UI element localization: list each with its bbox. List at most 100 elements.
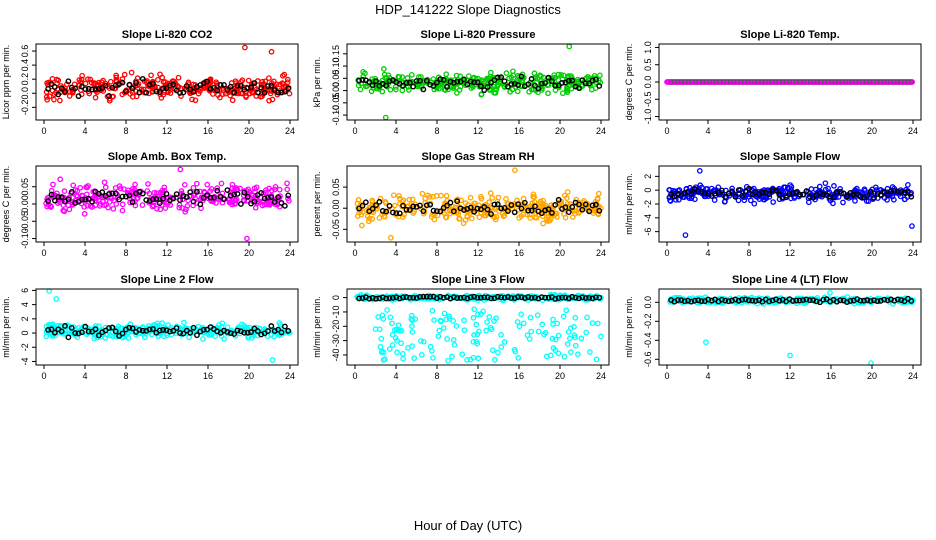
data-point xyxy=(106,85,113,92)
mean-point xyxy=(89,86,95,93)
mean-point xyxy=(538,80,545,87)
mean-point xyxy=(545,74,552,81)
mean-point xyxy=(579,294,586,301)
data-point xyxy=(457,73,464,80)
x-tick-label: 16 xyxy=(203,126,213,136)
y-tick-label: -0.05 xyxy=(331,219,341,240)
data-point xyxy=(444,336,450,342)
data-point xyxy=(411,355,417,362)
mean-point xyxy=(254,89,261,96)
data-point xyxy=(763,195,770,201)
data-point xyxy=(105,204,111,211)
data-point xyxy=(99,327,106,333)
data-point xyxy=(72,197,79,204)
mean-point xyxy=(241,329,248,336)
mean-point xyxy=(413,78,420,84)
mean-point xyxy=(596,294,603,301)
x-tick-label: 4 xyxy=(393,126,398,136)
mean-point xyxy=(849,79,855,85)
data-point xyxy=(535,328,542,335)
data-point xyxy=(399,74,406,80)
data-point xyxy=(284,180,290,187)
mean-point xyxy=(592,294,599,301)
x-tick-label: 16 xyxy=(826,248,836,258)
panel-y-axis-label: ml/min per min. xyxy=(624,173,634,235)
x-tick-label: 4 xyxy=(393,248,398,258)
mean-point xyxy=(275,326,282,333)
data-point xyxy=(596,190,602,197)
y-tick-label: 2 xyxy=(20,316,30,321)
mean-point xyxy=(842,79,848,85)
mean-point xyxy=(79,329,85,336)
data-point xyxy=(735,197,742,204)
mean-point xyxy=(471,208,478,215)
mean-point xyxy=(177,90,183,96)
data-point xyxy=(840,199,846,206)
mean-point xyxy=(800,191,806,198)
data-point xyxy=(588,86,595,93)
data-point xyxy=(175,74,182,81)
data-point xyxy=(456,87,463,93)
mean-point xyxy=(674,297,681,303)
data-point xyxy=(566,335,573,342)
data-point xyxy=(433,193,440,199)
mean-point xyxy=(427,201,434,208)
outlier-point xyxy=(382,114,389,121)
data-point xyxy=(226,199,233,206)
data-point xyxy=(162,205,169,212)
mean-point xyxy=(538,210,545,217)
data-point xyxy=(462,200,469,206)
panel-1: Slope Li-820 CO2 Licor ppm per min. 0 4 8 12 1… xyxy=(1,29,299,136)
data-point xyxy=(770,199,776,205)
data-point xyxy=(487,190,494,196)
data-point xyxy=(390,192,397,199)
mean-point xyxy=(731,79,737,85)
y-tick-label: -0.2 xyxy=(20,100,30,116)
mean-point xyxy=(406,207,413,213)
mean-point xyxy=(776,191,783,198)
data-point xyxy=(563,307,570,314)
y-tick-label: 0.0 xyxy=(20,87,30,100)
data-point xyxy=(111,197,117,204)
mean-point xyxy=(194,188,200,195)
mean-point xyxy=(572,294,579,301)
panel-title: Slope Li-820 Pressure xyxy=(421,29,536,41)
data-point xyxy=(218,333,225,339)
mean-point xyxy=(505,294,511,300)
data-point xyxy=(121,71,128,78)
data-point xyxy=(157,206,164,213)
mean-point xyxy=(400,202,406,209)
data-point xyxy=(594,320,601,327)
mean-point xyxy=(488,295,494,302)
data-point xyxy=(128,69,135,76)
data-point xyxy=(471,332,477,338)
mean-point xyxy=(187,189,194,196)
mean-point xyxy=(150,326,156,332)
mean-point xyxy=(234,190,241,197)
mean-point xyxy=(867,188,874,195)
data-point xyxy=(286,90,293,97)
data-point xyxy=(418,338,424,344)
mean-point xyxy=(596,207,603,214)
panel-title: Slope Line 2 Flow xyxy=(121,274,214,286)
data-point xyxy=(245,77,252,84)
mean-point xyxy=(830,194,837,201)
data-point xyxy=(781,184,787,191)
mean-point xyxy=(207,85,214,92)
y-tick-label: -0.10 xyxy=(331,105,341,126)
mean-point xyxy=(55,194,62,200)
data-point xyxy=(431,317,437,323)
x-tick-label: 4 xyxy=(705,371,710,381)
mean-point xyxy=(58,194,65,201)
data-point xyxy=(154,190,160,196)
data-point xyxy=(378,335,385,342)
x-tick-label: 12 xyxy=(162,371,172,381)
data-point xyxy=(157,71,163,78)
data-point xyxy=(87,76,94,83)
mean-point xyxy=(166,328,173,335)
data-point xyxy=(107,332,113,339)
mean-point xyxy=(672,79,678,85)
mean-point xyxy=(562,204,569,211)
data-point xyxy=(469,215,475,222)
